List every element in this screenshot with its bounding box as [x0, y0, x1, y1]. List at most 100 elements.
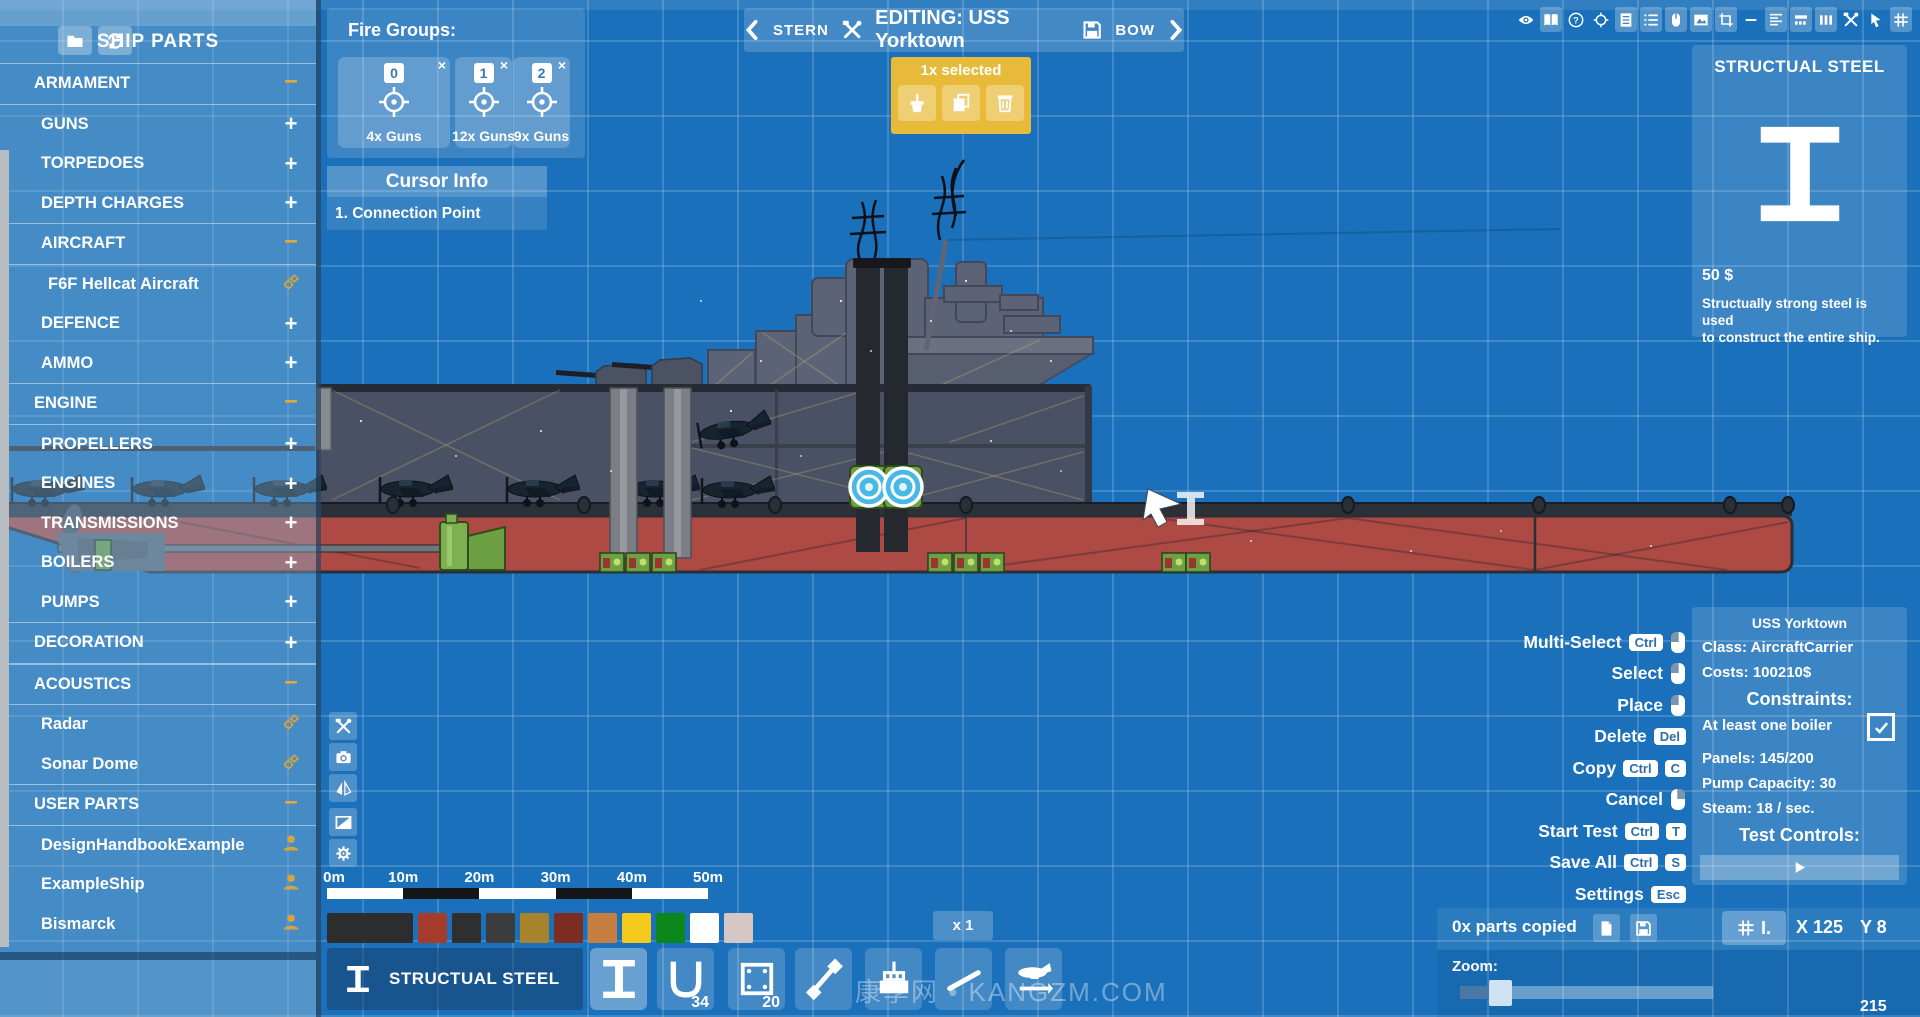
crop-button[interactable]	[1715, 7, 1737, 32]
close-icon[interactable]: ×	[499, 57, 508, 73]
support-pillar[interactable]	[609, 387, 692, 559]
engine-part[interactable]	[439, 513, 506, 571]
list-button[interactable]	[1640, 7, 1662, 32]
camera-tool-button[interactable]	[329, 743, 357, 771]
fire-group-0[interactable]: 0 × 4x Guns	[338, 57, 450, 148]
dash-button[interactable]	[1740, 7, 1762, 32]
current-part-box[interactable]: STRUCTUAL STEEL	[327, 948, 583, 1010]
expand-icon[interactable]: +	[284, 111, 298, 137]
save-ship-button[interactable]	[1082, 18, 1102, 42]
sidebar-item-guns[interactable]: GUNS +	[0, 105, 316, 145]
paste-parts-button[interactable]	[1593, 914, 1620, 942]
sidebar-item-user-parts[interactable]: USER PARTS –	[0, 784, 316, 826]
part-button-uchannel[interactable]: 34	[657, 948, 714, 1011]
grid-button[interactable]	[1890, 7, 1912, 32]
collapse-icon[interactable]: –	[284, 788, 298, 816]
sidebar-item-designhandbookexample[interactable]: DesignHandbookExample	[0, 826, 316, 866]
collapse-icon[interactable]: –	[284, 387, 298, 415]
expand-icon[interactable]: +	[284, 589, 298, 615]
expand-icon[interactable]: +	[284, 150, 298, 176]
grid-tool-pill[interactable]: I.	[1722, 911, 1786, 945]
collapse-icon[interactable]: –	[284, 227, 298, 255]
sidebar-item-aircraft[interactable]: AIRCRAFT –	[0, 223, 316, 265]
collapse-icon[interactable]: –	[284, 667, 298, 695]
expand-icon[interactable]: +	[284, 350, 298, 376]
paint-selection-button[interactable]	[898, 85, 936, 121]
expand-icon[interactable]: +	[284, 310, 298, 336]
sidebar-scrollbar[interactable]	[0, 150, 9, 947]
sidebar-item-f6f-hellcat-aircraft[interactable]: F6F Hellcat Aircraft	[0, 265, 316, 305]
sidebar-item-sonar-dome[interactable]: Sonar Dome	[0, 745, 316, 785]
selected-boiler-parts[interactable]	[848, 465, 924, 509]
frame-tool-button[interactable]	[329, 808, 357, 836]
color-swatch-10[interactable]	[724, 913, 753, 943]
help-button[interactable]: ?	[1565, 7, 1587, 32]
expand-icon[interactable]: +	[284, 431, 298, 457]
close-icon[interactable]: ×	[557, 57, 566, 73]
book-button[interactable]	[1540, 7, 1562, 32]
tools-button[interactable]	[1840, 7, 1862, 32]
zoom-slider-track[interactable]	[1460, 986, 1713, 999]
deck-gun-turret[interactable]	[556, 357, 703, 387]
eye-button[interactable]	[1515, 7, 1537, 32]
tools-tool-button[interactable]	[329, 712, 357, 740]
chart-button[interactable]	[1790, 7, 1812, 32]
sidebar-item-defence[interactable]: DEFENCE +	[0, 304, 316, 344]
sidebar-item-bismarck[interactable]: Bismarck	[0, 905, 316, 945]
close-icon[interactable]: ×	[437, 57, 446, 73]
sidebar-item-pumps[interactable]: PUMPS +	[0, 583, 316, 623]
image-button[interactable]	[1690, 7, 1712, 32]
expand-icon[interactable]: +	[284, 510, 298, 536]
rows-button[interactable]	[1765, 7, 1787, 32]
color-swatch-0[interactable]	[327, 913, 413, 943]
sidebar-item-radar[interactable]: Radar	[0, 705, 316, 745]
sidebar-item-engines[interactable]: ENGINES +	[0, 464, 316, 504]
color-swatch-6[interactable]	[588, 913, 617, 943]
copy-selection-button[interactable]	[942, 85, 980, 121]
columns-button[interactable]	[1815, 7, 1837, 32]
color-swatch-7[interactable]	[622, 913, 651, 943]
multiplier-pill[interactable]: x 1	[933, 911, 993, 940]
person-icon[interactable]	[280, 912, 302, 937]
expand-icon[interactable]: +	[284, 190, 298, 216]
save-parts-button[interactable]	[1630, 914, 1657, 942]
gear-tool-button[interactable]	[329, 839, 357, 867]
collapse-icon[interactable]: –	[284, 67, 298, 95]
color-swatch-1[interactable]	[418, 913, 447, 943]
fire-group-1[interactable]: 1 × 12x Guns	[452, 57, 515, 148]
propeller[interactable]	[55, 502, 165, 575]
part-button-ibeam[interactable]	[590, 948, 647, 1010]
open-folder-button[interactable]	[58, 26, 92, 55]
color-swatch-2[interactable]	[452, 913, 481, 943]
document-button[interactable]	[1615, 7, 1637, 32]
run-test-button[interactable]	[1700, 855, 1899, 880]
part-button-slope[interactable]	[935, 948, 992, 1010]
delete-selection-button[interactable]	[986, 85, 1024, 121]
part-button-strut[interactable]	[795, 948, 852, 1010]
color-swatch-4[interactable]	[520, 913, 549, 943]
part-button-bridge[interactable]	[865, 948, 922, 1010]
expand-icon[interactable]: +	[284, 549, 298, 575]
connection-nodes[interactable]	[386, 496, 1795, 514]
part-button-panel[interactable]: 20	[728, 948, 785, 1011]
sidebar-item-decoration[interactable]: DECORATION +	[0, 622, 316, 664]
stern-nav-button[interactable]	[744, 19, 760, 41]
mouse-button[interactable]	[1665, 7, 1687, 32]
color-swatch-9[interactable]	[690, 913, 719, 943]
sidebar-item-transmissions[interactable]: TRANSMISSIONS +	[0, 504, 316, 544]
bow-label[interactable]: BOW	[1115, 21, 1155, 39]
sidebar-item-boilers[interactable]: BOILERS +	[0, 543, 316, 583]
gears-icon[interactable]	[280, 712, 302, 737]
sidebar-item-ammo[interactable]: AMMO +	[0, 344, 316, 384]
sidebar-item-armament[interactable]: ARMAMENT –	[0, 63, 316, 105]
person-icon[interactable]	[280, 833, 302, 858]
refresh-button[interactable]	[98, 26, 132, 55]
fire-group-2[interactable]: 2 × 9x Guns	[513, 57, 570, 148]
sidebar-item-engine[interactable]: ENGINE –	[0, 383, 316, 425]
sidebar-item-exampleship[interactable]: ExampleShip	[0, 865, 316, 905]
color-swatch-3[interactable]	[486, 913, 515, 943]
constraint-checkbox[interactable]	[1867, 713, 1895, 741]
bow-nav-button[interactable]	[1168, 19, 1184, 41]
gears-icon[interactable]	[280, 272, 302, 297]
